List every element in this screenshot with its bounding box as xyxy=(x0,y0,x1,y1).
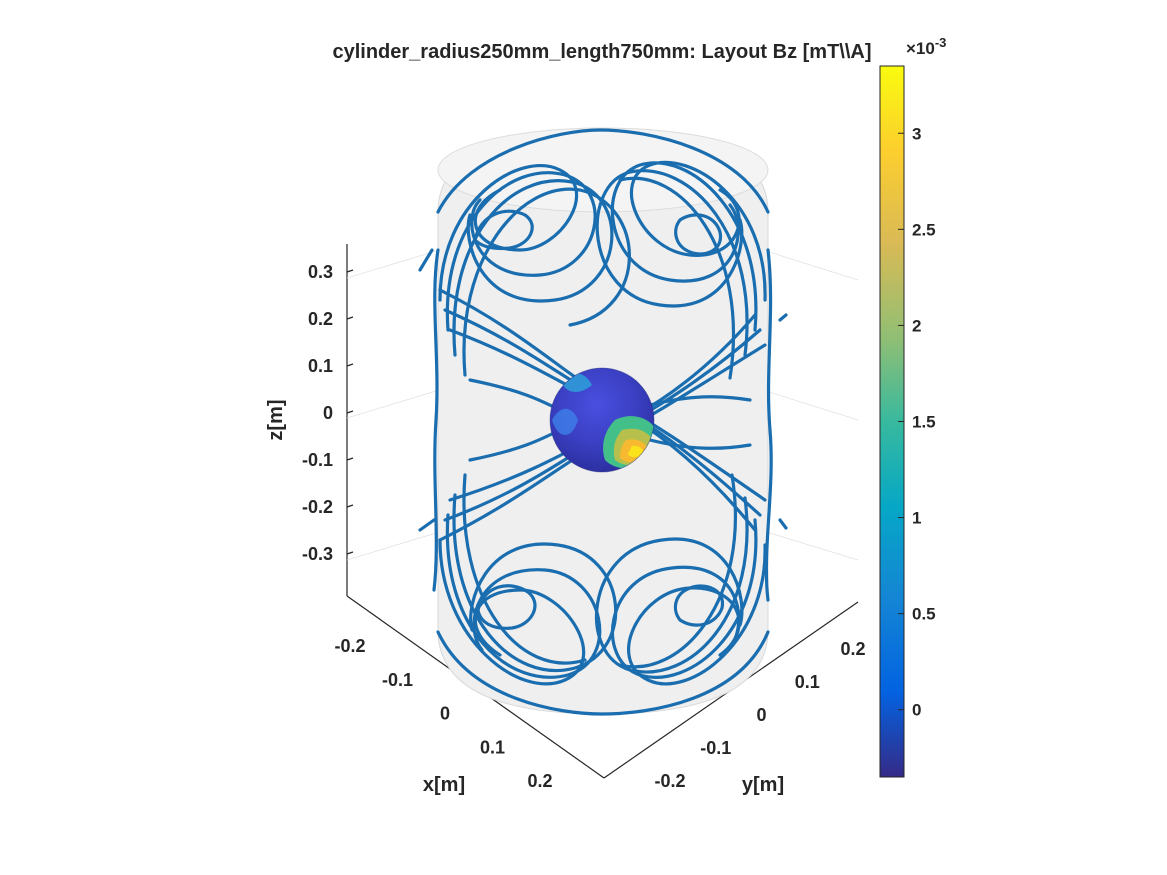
z-tick-mark xyxy=(346,269,354,273)
z-tick-mark xyxy=(346,363,354,367)
z-axis-label: z[m] xyxy=(265,399,287,440)
x-tick-labels: -0.2 -0.1 0 0.1 0.2 xyxy=(334,636,552,791)
y-tick-labels: -0.2 -0.1 0 0.1 0.2 xyxy=(654,639,865,791)
chart-title: cylinder_radius250mm_length750mm: Layout… xyxy=(332,41,871,63)
colorbar-tick-label: 2.5 xyxy=(912,220,936,239)
z-tick-mark xyxy=(346,551,354,555)
x-tick-label: 0.2 xyxy=(527,771,552,791)
colorbar-tick-label: 0.5 xyxy=(912,605,936,624)
z-tick-mark xyxy=(346,410,354,414)
colorbar-tick-label: 2 xyxy=(912,316,921,335)
x-axis-label: x[m] xyxy=(423,774,465,796)
colorbar-multiplier: ×10-3 xyxy=(906,35,946,58)
colorbar-ticks: 3 2.5 2 1.5 1 0.5 0 xyxy=(898,124,936,720)
z-tick-labels: 0.3 0.2 0.1 0 -0.1 -0.2 -0.3 xyxy=(302,262,354,564)
y-tick-label: 0.1 xyxy=(795,672,820,692)
y-tick-label: -0.2 xyxy=(654,771,685,791)
z-tick-label: -0.3 xyxy=(302,544,333,564)
z-tick-label: -0.1 xyxy=(302,450,333,470)
colorbar-tick-label: 0 xyxy=(912,701,921,720)
y-axis-label: y[m] xyxy=(742,774,784,796)
z-tick-label: 0.1 xyxy=(308,356,333,376)
z-tick-mark xyxy=(346,504,354,508)
colorbar: 3 2.5 2 1.5 1 0.5 0 ×10-3 xyxy=(879,35,946,778)
coil-windings xyxy=(418,128,788,716)
x-tick-label: 0 xyxy=(440,704,450,724)
z-tick-mark xyxy=(346,457,354,461)
z-tick-label: 0.3 xyxy=(308,262,333,282)
y-tick-label: -0.1 xyxy=(700,738,731,758)
y-tick-label: 0 xyxy=(756,705,766,725)
z-tick-label: -0.2 xyxy=(302,497,333,517)
x-tick-label: -0.1 xyxy=(382,670,413,690)
x-tick-label: -0.2 xyxy=(334,636,365,656)
z-tick-mark xyxy=(346,316,354,320)
x-tick-label: 0.1 xyxy=(480,737,505,757)
colorbar-tick-label: 1 xyxy=(912,509,921,528)
y-tick-label: 0.2 xyxy=(840,639,865,659)
colorbar-tick-label: 1.5 xyxy=(912,413,936,432)
z-tick-label: 0 xyxy=(323,403,333,423)
z-tick-label: 0.2 xyxy=(308,309,333,329)
colorbar-tick-label: 3 xyxy=(912,124,921,143)
